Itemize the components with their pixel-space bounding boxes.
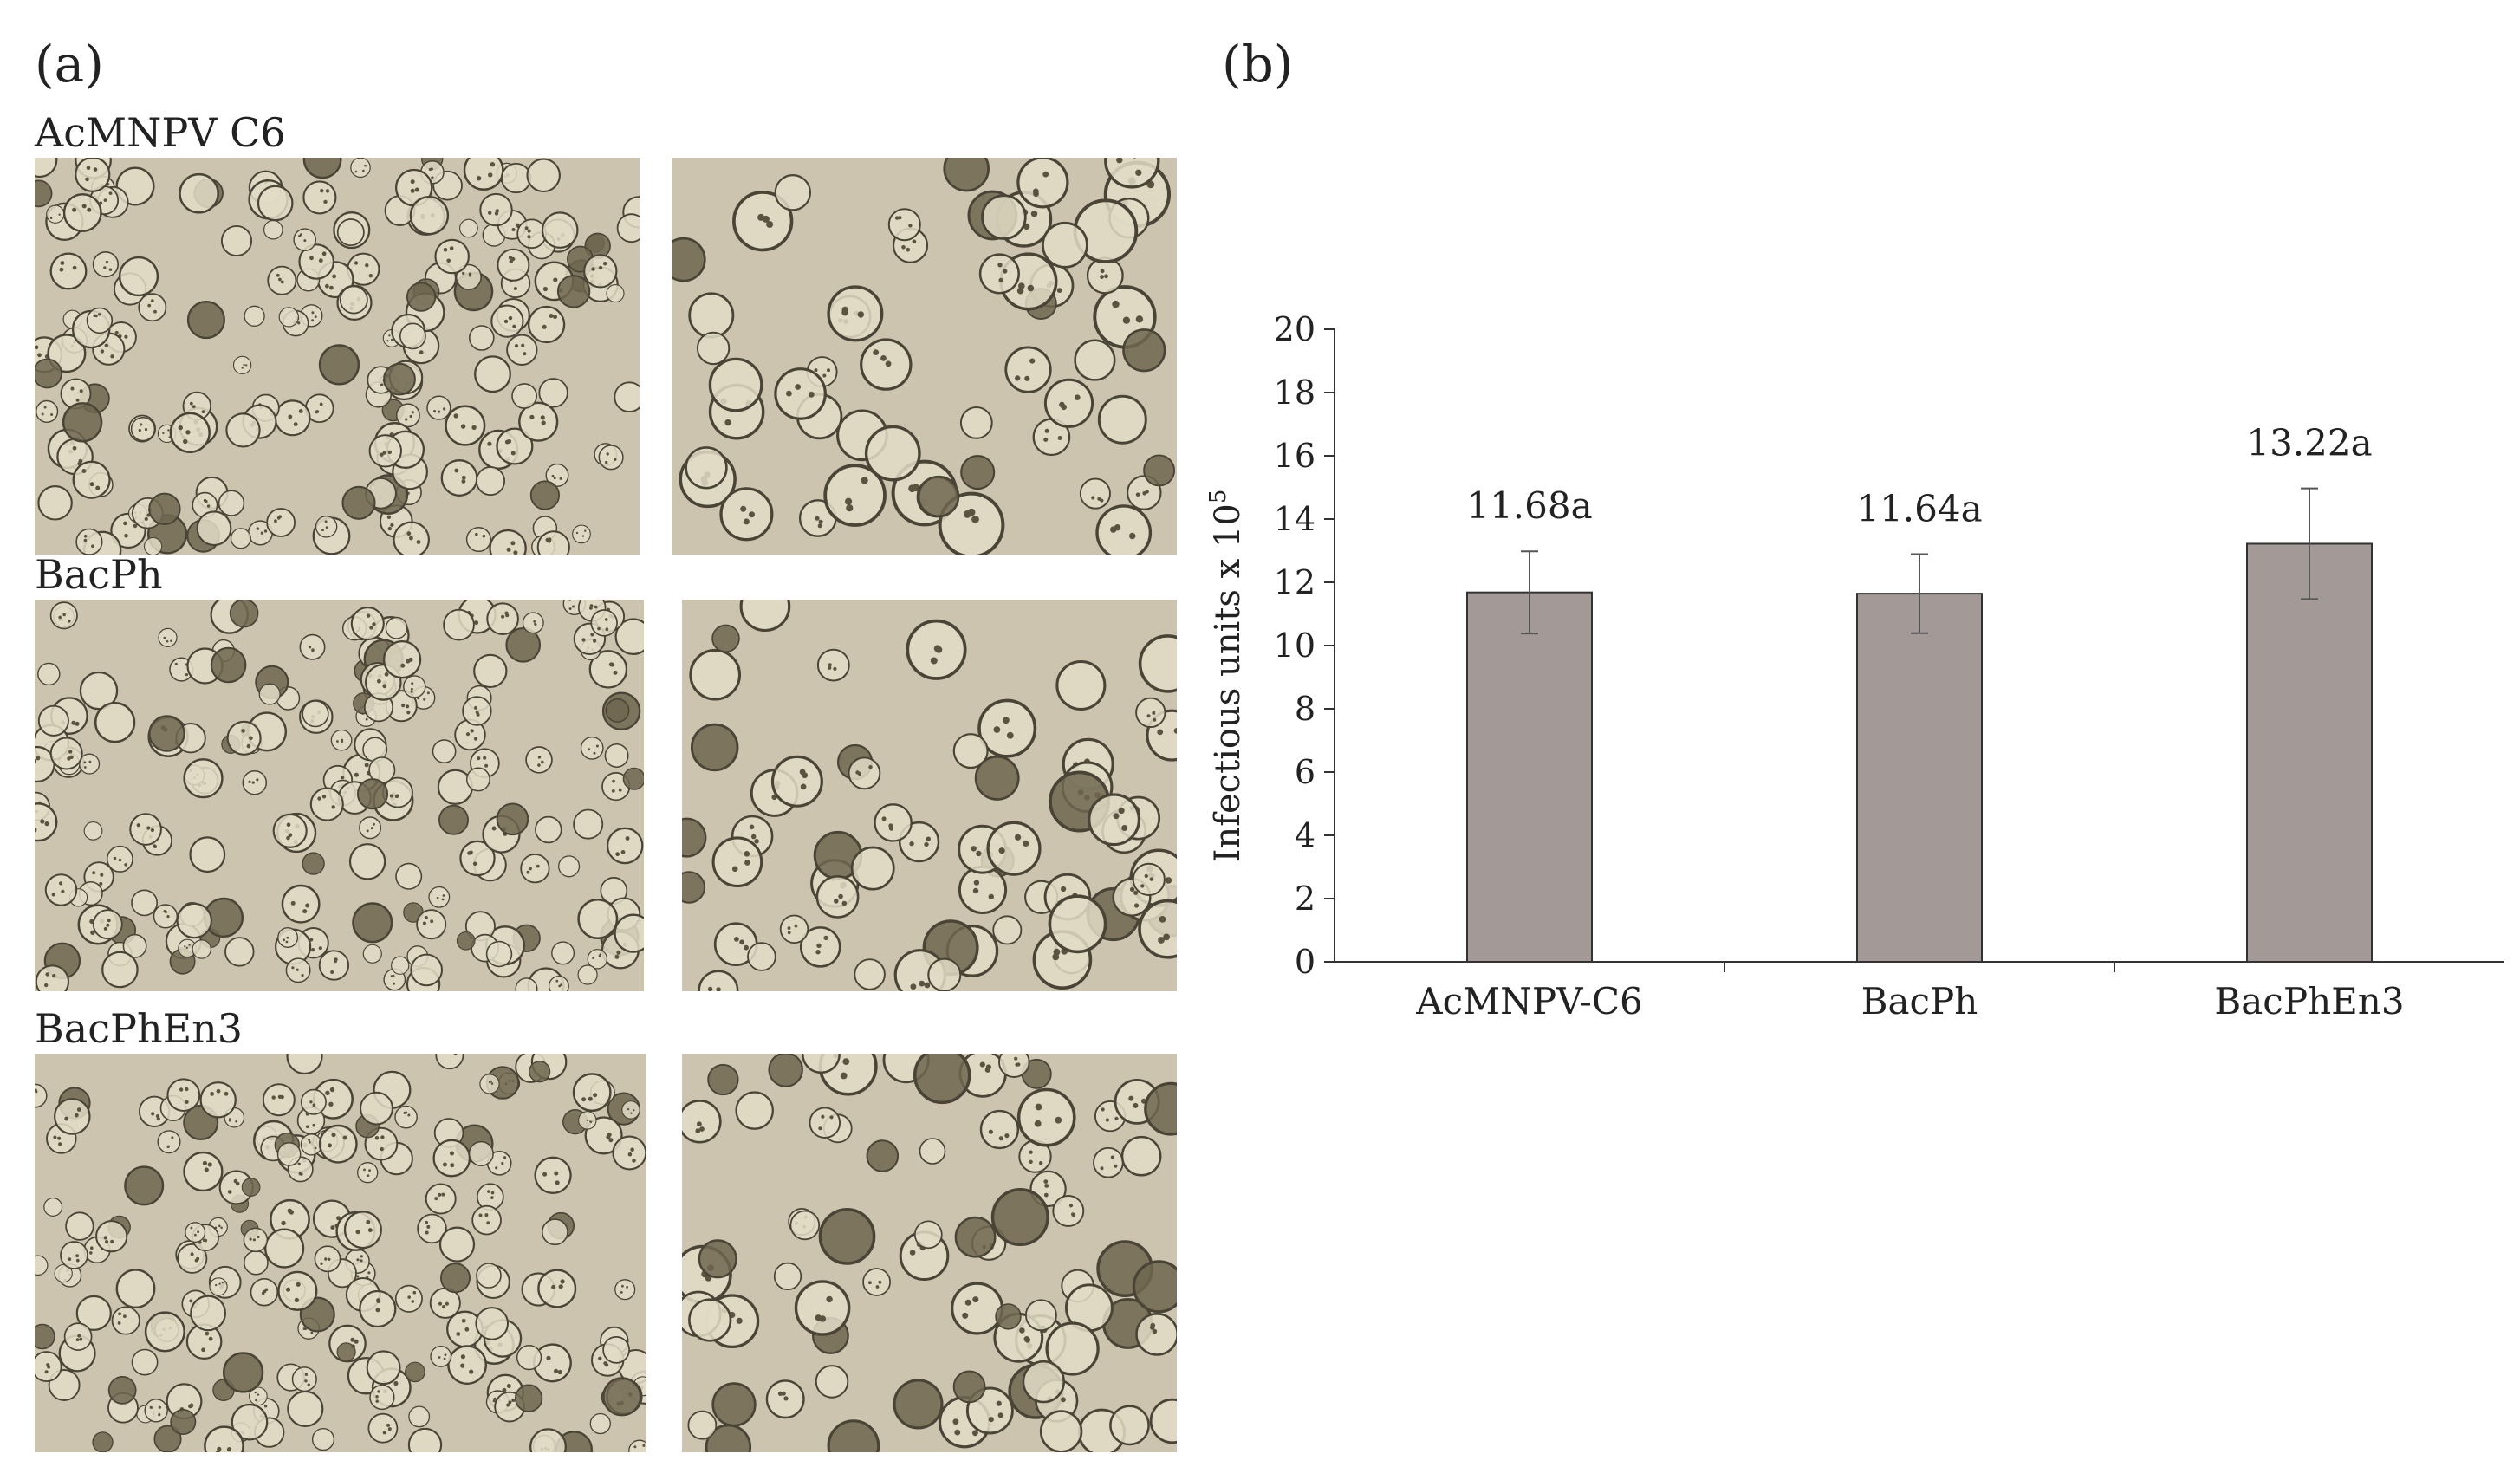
row-label-bacph: BacPh xyxy=(35,551,163,598)
micrograph-bacph-low-mag xyxy=(35,600,644,991)
y-tick-label: 0 xyxy=(1295,943,1315,981)
y-axis-label: Infectious units x 105 xyxy=(1205,490,1248,863)
y-tick-label: 10 xyxy=(1274,626,1315,665)
panel-a-label: (a) xyxy=(35,35,104,94)
y-tick-label: 6 xyxy=(1295,753,1315,791)
micrograph-bacphen3-low-mag xyxy=(35,1054,646,1452)
chart-data-labels: 11.68a AcMNPV-C6 11.64a BacPh 13.22a BacPhEn3 xyxy=(1415,422,2404,1022)
y-tick-label: 16 xyxy=(1274,437,1315,475)
row-label-bacphen3: BacPhEn3 xyxy=(35,1005,244,1052)
y-tick-label: 20 xyxy=(1274,310,1315,348)
y-tick-label: 12 xyxy=(1274,563,1315,601)
micrograph-bacph-high-mag xyxy=(682,600,1177,991)
micrograph-bacphen3-high-mag xyxy=(682,1054,1177,1452)
bar-acmnpv-c6 xyxy=(1466,591,1593,963)
x-category-label: BacPh xyxy=(1861,980,1978,1022)
chart-y-ticks: 0 2 4 6 8 10 12 14 16 18 20 xyxy=(1274,310,1335,981)
y-tick-label: 2 xyxy=(1295,880,1315,918)
y-tick-label: 4 xyxy=(1295,816,1315,854)
panel-b-label: (b) xyxy=(1222,35,1294,94)
micrograph-acmnpv-c6-low-mag xyxy=(35,158,640,555)
row-label-acmnpv-c6: AcMNPV C6 xyxy=(35,109,286,156)
micrograph-acmnpv-c6-high-mag xyxy=(672,158,1177,555)
y-tick-label: 14 xyxy=(1274,500,1315,538)
chart-bars xyxy=(1466,487,2373,963)
data-label: 11.64a xyxy=(1856,488,1982,530)
infectious-units-bar-chart: 0 2 4 6 8 10 12 14 16 18 20 11.68a AcMNPV-C6 11.64a B… xyxy=(1205,310,2504,1022)
y-tick-label: 8 xyxy=(1295,690,1315,728)
y-tick-label: 18 xyxy=(1274,373,1315,412)
data-label: 11.68a xyxy=(1466,484,1592,527)
bar-bacph xyxy=(1856,593,1983,963)
data-label: 13.22a xyxy=(2246,422,2372,464)
x-category-label: AcMNPV-C6 xyxy=(1415,980,1642,1022)
bar-bacphen3 xyxy=(2246,542,2373,963)
x-category-label: BacPhEn3 xyxy=(2214,980,2404,1022)
